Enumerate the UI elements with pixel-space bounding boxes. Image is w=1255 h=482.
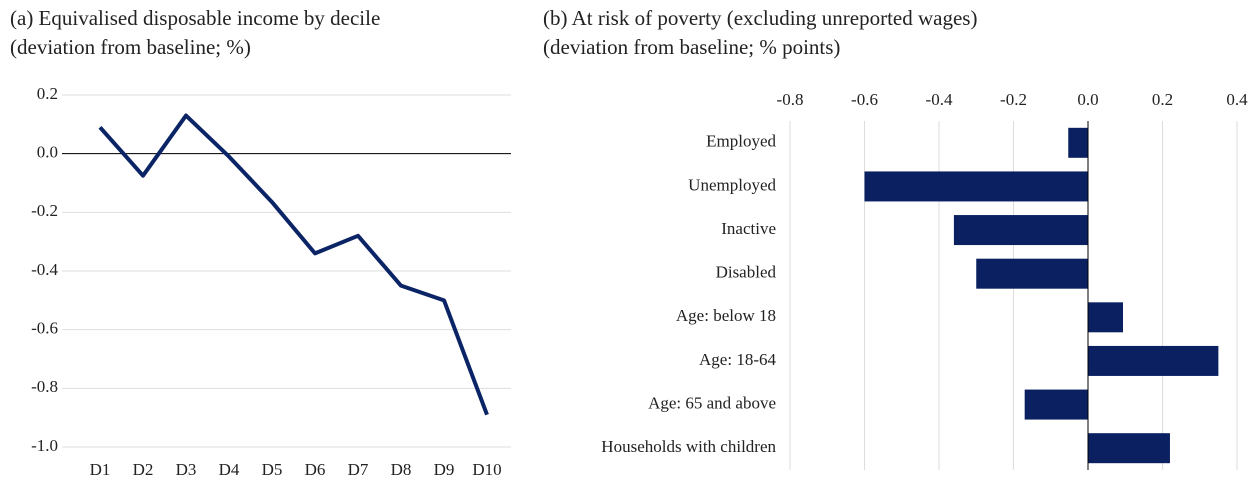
y-tick-label: -0.4 (31, 260, 58, 279)
y-tick-label: -0.8 (31, 377, 58, 396)
x-tick-label: 0.4 (1226, 90, 1248, 109)
y-tick-label: Age: 65 and above (648, 393, 776, 412)
y-tick-label: Inactive (721, 219, 776, 238)
bar (1068, 127, 1088, 158)
bar (864, 171, 1088, 202)
x-tick-label: D10 (472, 460, 501, 479)
y-tick-label: -0.6 (31, 319, 58, 338)
y-tick-label: Disabled (716, 263, 777, 282)
x-tick-label: D9 (434, 460, 455, 479)
x-tick-label: D6 (305, 460, 326, 479)
x-tick-label: -0.4 (926, 90, 953, 109)
x-tick-label: -0.8 (777, 90, 804, 109)
x-tick-label: D8 (391, 460, 412, 479)
x-tick-label: 0.2 (1152, 90, 1173, 109)
bar (1088, 345, 1219, 376)
y-tick-label: Age: below 18 (676, 306, 776, 325)
bar (1024, 389, 1088, 420)
chart-title: (b) At risk of poverty (excluding unrepo… (543, 6, 977, 30)
bar (953, 215, 1088, 246)
x-tick-label: D5 (262, 460, 283, 479)
y-tick-label: 0.2 (37, 84, 58, 103)
y-tick-label: 0.0 (37, 143, 58, 162)
y-tick-label: Unemployed (688, 175, 776, 194)
x-tick-label: 0.0 (1077, 90, 1098, 109)
chart-title: (a) Equivalised disposable income by dec… (10, 6, 380, 30)
x-tick-label: D2 (133, 460, 154, 479)
bar (976, 258, 1088, 289)
y-tick-label: Age: 18-64 (699, 350, 776, 369)
y-tick-label: -1.0 (31, 436, 58, 455)
x-tick-label: D4 (219, 460, 240, 479)
chart-subtitle: (deviation from baseline; % points) (543, 35, 840, 59)
x-tick-label: D3 (176, 460, 197, 479)
bar (1088, 433, 1170, 464)
x-tick-label: D1 (90, 460, 111, 479)
x-tick-label: -0.2 (1000, 90, 1027, 109)
chart-subtitle: (deviation from baseline; %) (10, 35, 251, 59)
x-tick-label: D7 (348, 460, 369, 479)
y-tick-label: Employed (706, 132, 776, 151)
bar (1088, 302, 1124, 333)
y-tick-label: -0.2 (31, 201, 58, 220)
data-line (98, 113, 489, 416)
y-tick-label: Households with children (601, 437, 776, 456)
x-tick-label: -0.6 (851, 90, 878, 109)
